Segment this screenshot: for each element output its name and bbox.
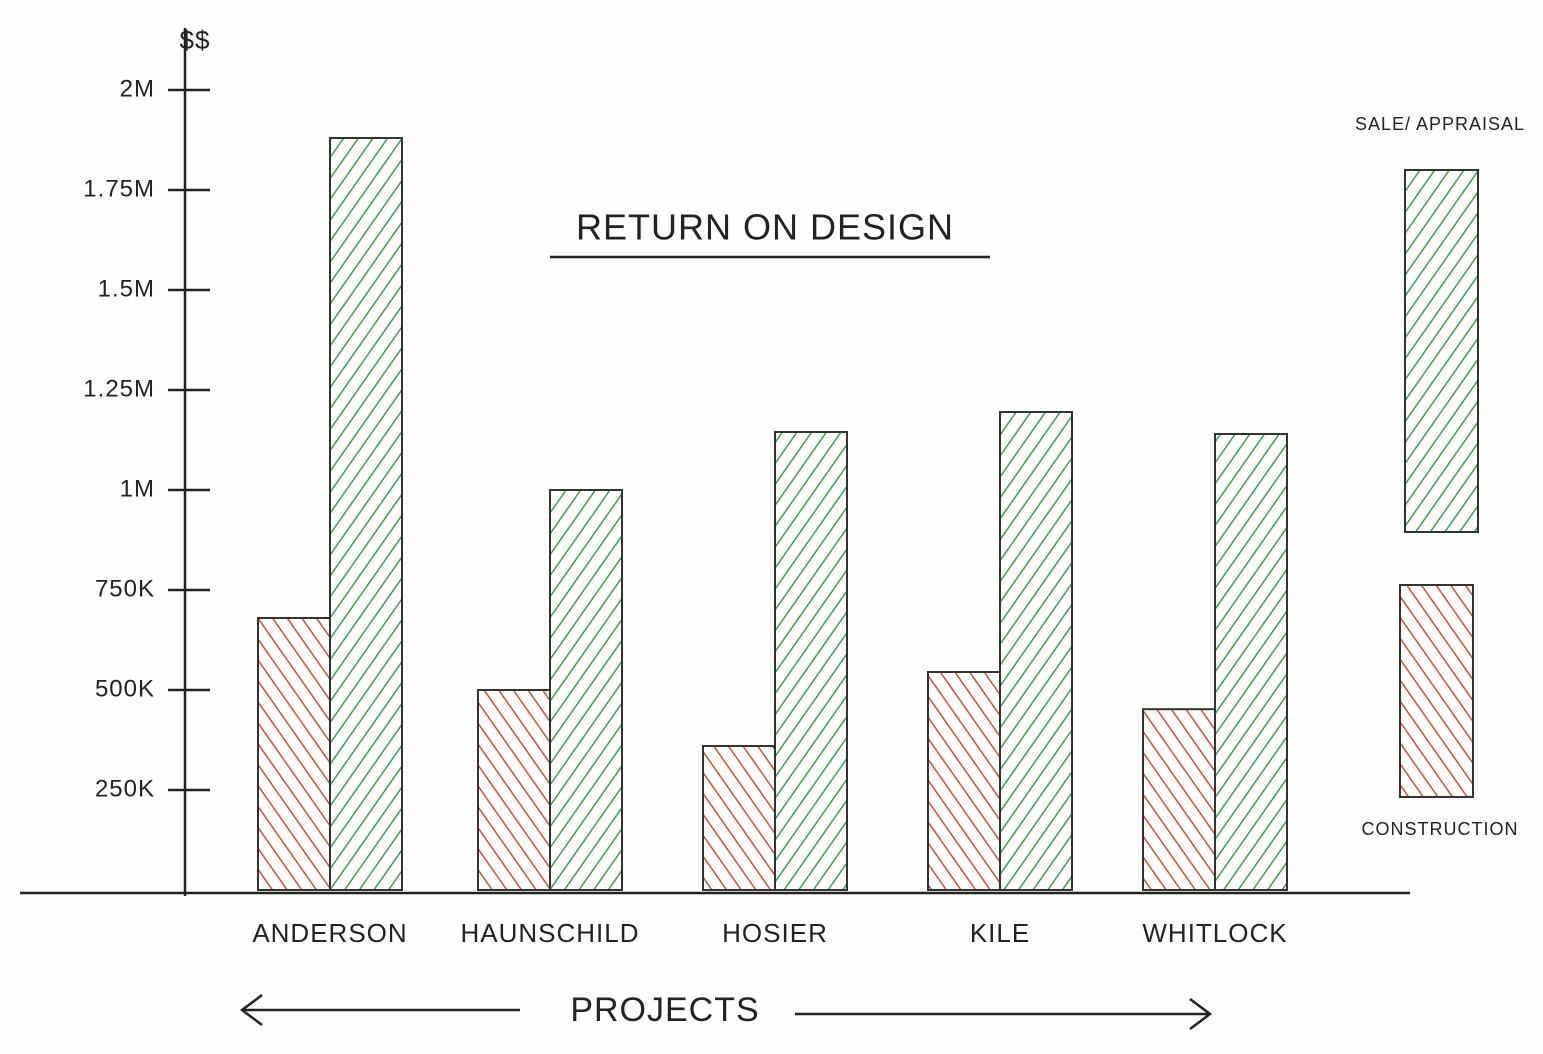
- x-tick-label: WHITLOCK: [1142, 918, 1287, 948]
- bar: [774, 431, 848, 891]
- y-tick-label: 500K: [95, 675, 155, 702]
- legend-label: CONSTRUCTION: [1362, 819, 1519, 839]
- x-tick-label: HAUNSCHILD: [460, 918, 639, 948]
- y-tick-label: 2M: [120, 75, 155, 102]
- arrow-right-head: [1189, 998, 1213, 1030]
- y-tick-label: 1.75M: [83, 175, 155, 202]
- bar: [702, 745, 776, 891]
- y-tick-label: 1M: [120, 475, 155, 502]
- bar: [927, 671, 1001, 891]
- bar: [1214, 433, 1288, 891]
- x-axis-label: PROJECTS: [570, 991, 759, 1029]
- bar: [477, 689, 551, 891]
- y-tick-label: 750K: [95, 575, 155, 602]
- bar: [999, 411, 1073, 891]
- legend-label: SALE/ APPRAISAL: [1355, 114, 1525, 134]
- bar: [329, 137, 403, 891]
- bar: [257, 617, 331, 891]
- x-tick-label: KILE: [970, 918, 1030, 948]
- x-tick-label: HOSIER: [722, 918, 828, 948]
- y-tick-label: 1.5M: [98, 275, 155, 302]
- y-tick-label: 250K: [95, 775, 155, 802]
- y-tick-label: 1.25M: [83, 375, 155, 402]
- arrow-left-head: [239, 994, 263, 1026]
- x-tick-label: ANDERSON: [252, 918, 407, 948]
- legend-swatch: [1404, 169, 1479, 533]
- chart-title: RETURN ON DESIGN: [576, 207, 954, 248]
- legend-swatch: [1399, 584, 1474, 798]
- bar: [1142, 708, 1216, 892]
- bar: [549, 489, 623, 891]
